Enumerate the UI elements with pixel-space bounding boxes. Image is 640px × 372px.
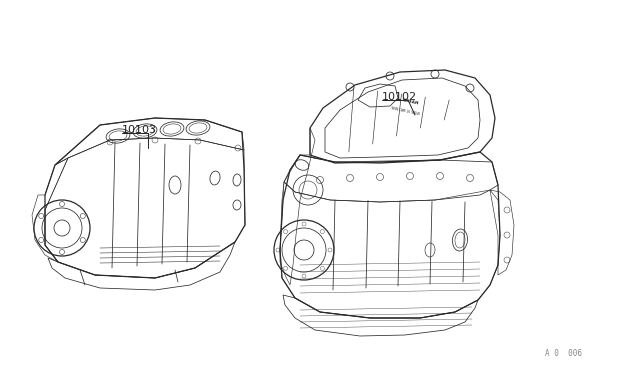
Text: TWIN CAM 16 VALVE: TWIN CAM 16 VALVE [390,106,420,116]
Text: 10103: 10103 [122,125,157,135]
Text: A 0  006: A 0 006 [545,349,582,358]
Text: NISSAN: NISSAN [401,99,419,106]
Text: 10102: 10102 [382,92,417,102]
